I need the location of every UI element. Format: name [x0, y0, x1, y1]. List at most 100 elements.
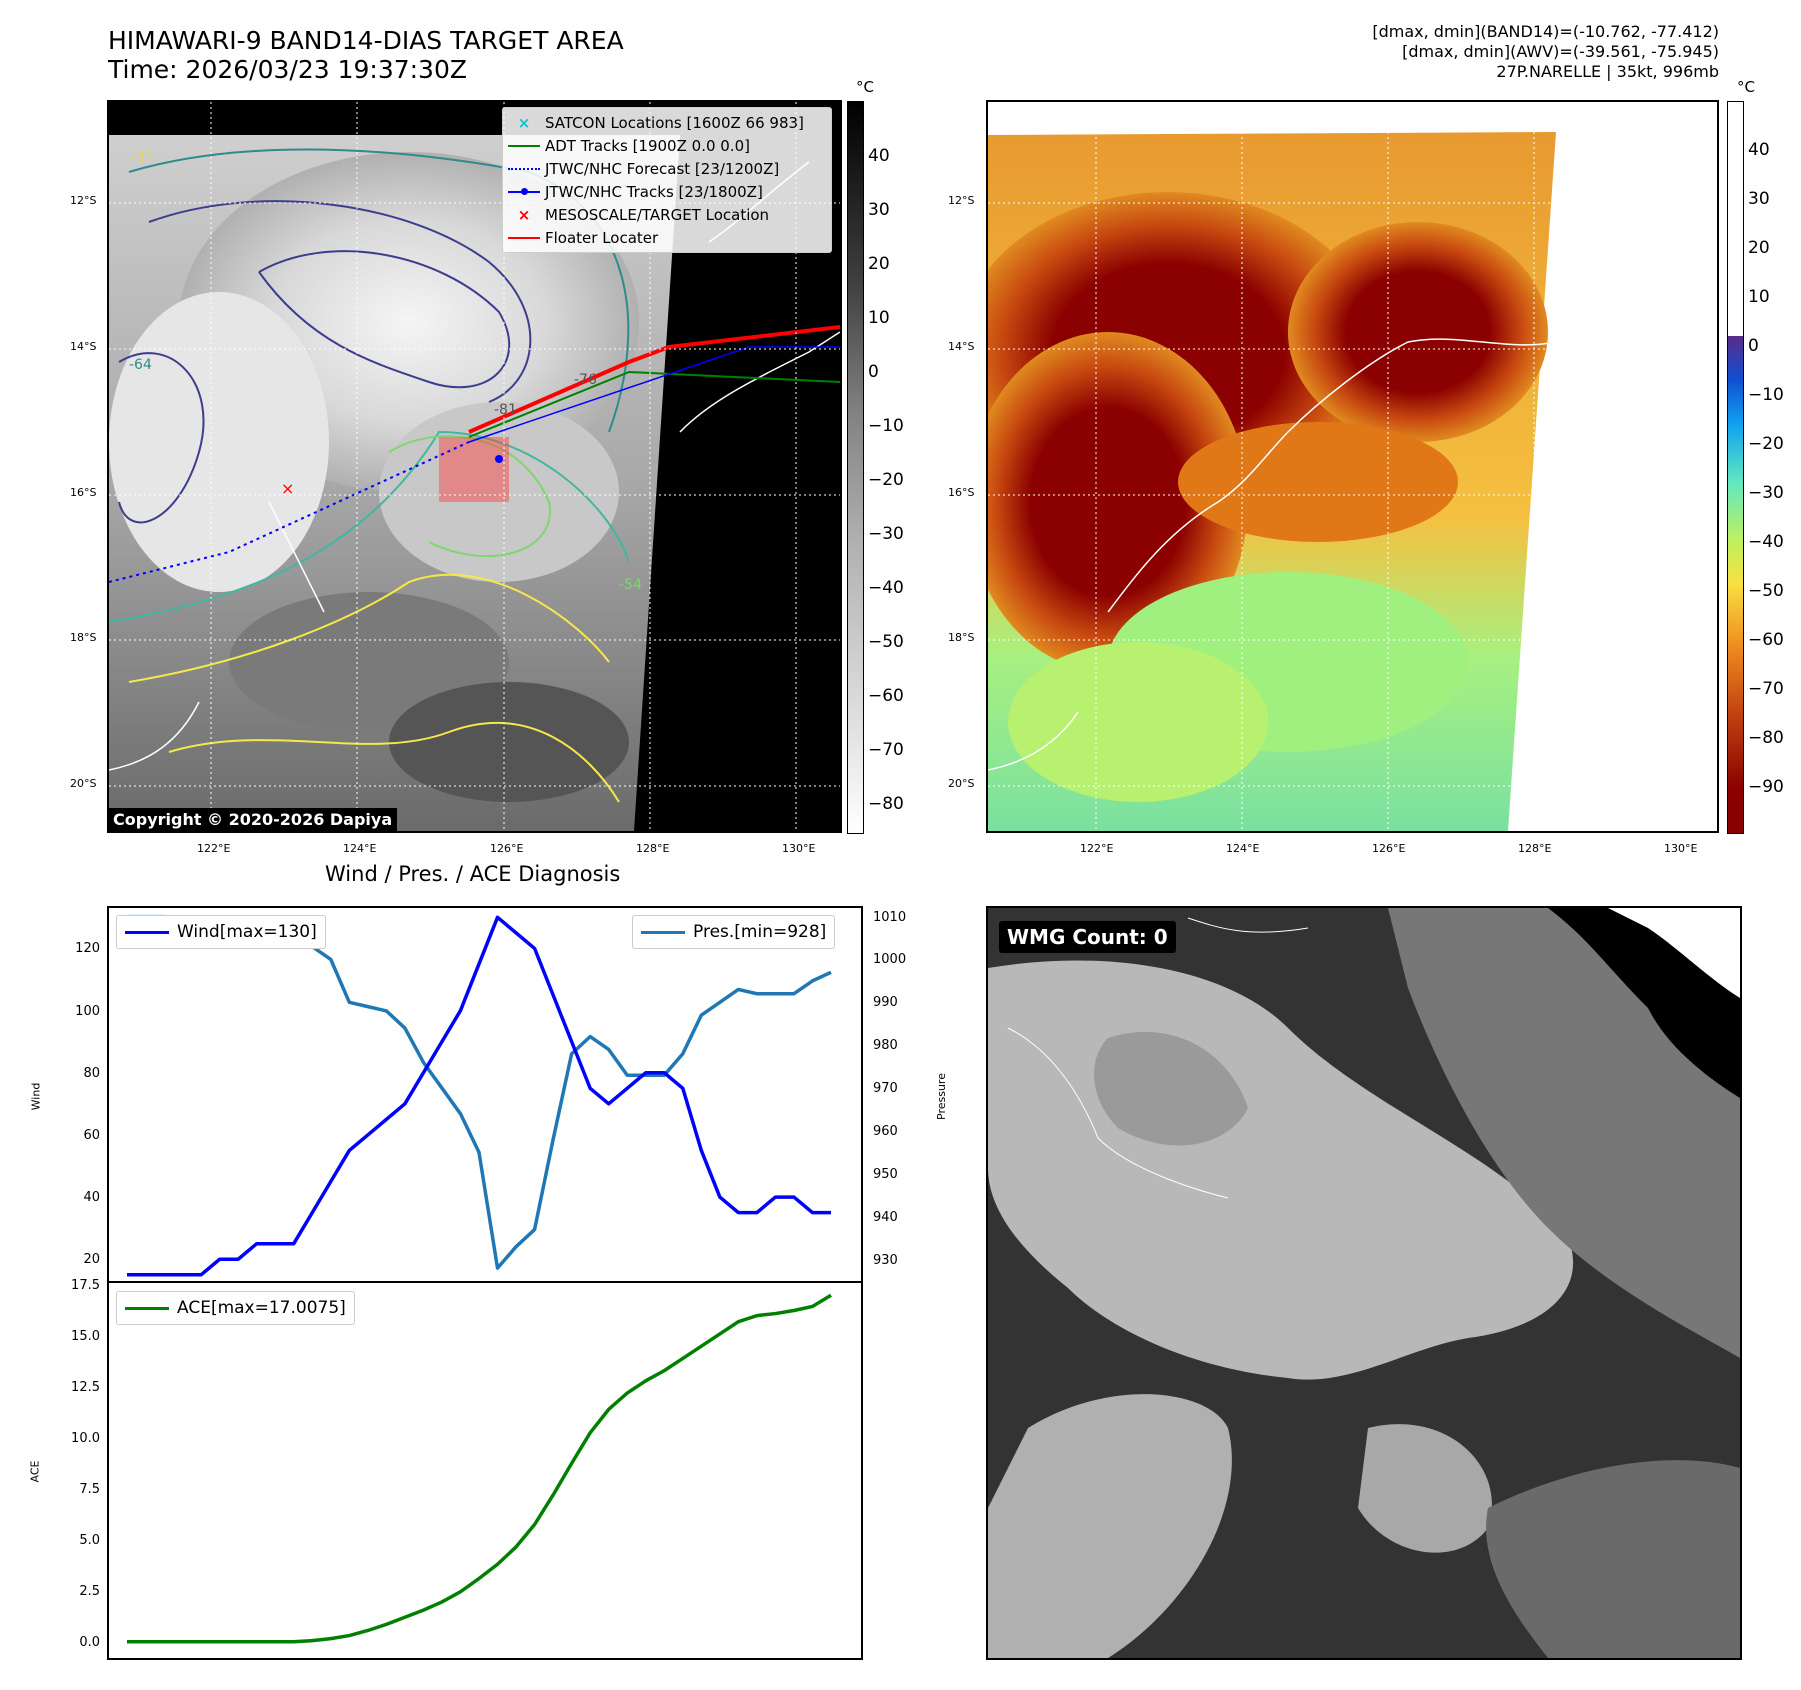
ace-legend: ACE[max=17.0075] [116, 1291, 355, 1325]
lon-tick: 128°E [636, 842, 670, 855]
lat-tick: 16°S [948, 486, 975, 499]
ace-line [127, 1293, 832, 1644]
wv-colorbar [1727, 101, 1744, 834]
wv-imagery [988, 102, 1717, 831]
line-icon [125, 1306, 169, 1310]
lon-tick: 124°E [343, 842, 377, 855]
y-tick-label: 990 [873, 995, 898, 1011]
y-tick-label: 20 [83, 1252, 100, 1268]
storm-info: 27P.NARELLE | 35kt, 996mb [1496, 62, 1719, 81]
ace-plot [127, 1293, 832, 1644]
line-dot-icon [503, 187, 545, 195]
diagnosis-title: Wind / Pres. / ACE Diagnosis [325, 862, 621, 886]
legend-label: Floater Locater [545, 228, 659, 247]
contour-label: -76 [574, 372, 597, 388]
legend-item: JTWC/NHC Tracks [23/1800Z] [503, 180, 831, 203]
cb-tick: −70 [868, 740, 904, 760]
legend-label: JTWC/NHC Forecast [23/1200Z] [545, 159, 780, 178]
cb-tick: −90 [1748, 777, 1784, 797]
cb-tick: 20 [868, 254, 890, 274]
title-line: HIMAWARI-9 BAND14-DIAS TARGET AREA [108, 26, 624, 55]
line-icon [125, 930, 169, 934]
lat-tick: 20°S [70, 777, 97, 790]
wv-colorbar-unit: °C [1737, 78, 1755, 96]
cb-tick: −80 [1748, 728, 1784, 748]
x-marker-icon: × [517, 205, 531, 224]
ace-axis-label: ACE [28, 1460, 42, 1483]
cb-tick: 10 [868, 308, 890, 328]
pressure-legend-label: Pres.[min=928] [693, 922, 827, 942]
ace-legend-label: ACE[max=17.0075] [177, 1298, 346, 1318]
cb-tick: 20 [1748, 238, 1770, 258]
contour-label: -31 [131, 150, 154, 166]
cb-tick: −20 [868, 470, 904, 490]
cb-tick: 30 [1748, 189, 1770, 209]
ir-colorbar-unit: °C [856, 78, 874, 96]
y-tick-label: 930 [873, 1252, 898, 1268]
wind-pressure-panel [107, 906, 863, 1283]
y-tick-label: 80 [83, 1065, 100, 1081]
lon-tick: 122°E [1080, 842, 1114, 855]
cb-tick: −20 [1748, 434, 1784, 454]
dotted-line-icon [503, 167, 545, 170]
ace-panel [107, 1281, 863, 1660]
y-tick-label: 60 [83, 1127, 100, 1143]
y-tick-label: 960 [873, 1123, 898, 1139]
cb-tick: −80 [868, 794, 904, 814]
stats-block: [dmax, dmin](BAND14)=(-10.762, -77.412) … [1372, 22, 1719, 82]
legend-item: JTWC/NHC Forecast [23/1200Z] [503, 157, 831, 180]
lon-tick: 128°E [1518, 842, 1552, 855]
cb-tick: 10 [1748, 287, 1770, 307]
lat-tick: 14°S [70, 340, 97, 353]
wind-legend: Wind[max=130] [116, 915, 326, 949]
legend-label: MESOSCALE/TARGET Location [545, 205, 770, 224]
lat-tick: 20°S [948, 777, 975, 790]
line-icon [503, 236, 545, 239]
wind-line [127, 915, 831, 1277]
legend-item: × SATCON Locations [1600Z 66 983] [503, 111, 831, 134]
lat-tick: 12°S [70, 194, 97, 207]
ir-colorbar [847, 101, 864, 834]
legend-item: × MESOSCALE/TARGET Location [503, 203, 831, 226]
y-tick-label: 940 [873, 1209, 898, 1225]
wind-legend-label: Wind[max=130] [177, 922, 317, 942]
cb-tick: −60 [1748, 630, 1784, 650]
wind-pressure-plot [127, 914, 832, 1277]
y-tick-label: 1010 [873, 909, 907, 925]
contour-label: -54 [619, 577, 642, 593]
line-icon [641, 930, 685, 934]
legend-item: ADT Tracks [1900Z 0.0 0.0] [503, 134, 831, 157]
lon-tick: 130°E [782, 842, 816, 855]
lon-tick: 130°E [1664, 842, 1698, 855]
y-tick-label: 120 [75, 941, 100, 957]
lat-tick: 16°S [70, 486, 97, 499]
cb-tick: 0 [868, 362, 879, 382]
y-tick-label: 1000 [873, 952, 907, 968]
y-tick-label: 12.5 [71, 1379, 100, 1395]
lat-tick: 18°S [948, 631, 975, 644]
lon-tick: 122°E [197, 842, 231, 855]
legend-label: SATCON Locations [1600Z 66 983] [545, 113, 804, 132]
satcon-marker: × [281, 479, 294, 498]
lat-tick: 18°S [70, 631, 97, 644]
wmg-imagery [988, 908, 1740, 1658]
y-tick-label: 7.5 [79, 1481, 100, 1497]
cb-tick: −60 [868, 686, 904, 706]
cb-tick: 40 [868, 146, 890, 166]
y-tick-label: 2.5 [79, 1583, 100, 1599]
cb-tick: −40 [1748, 532, 1784, 552]
wind-axis-label: Wind [29, 1082, 43, 1111]
legend-item: Floater Locater [503, 226, 831, 249]
cb-tick: −50 [1748, 581, 1784, 601]
jtwc-track-point [495, 455, 503, 463]
figure-title: HIMAWARI-9 BAND14-DIAS TARGET AREA Time: … [108, 26, 624, 84]
cb-tick: 30 [868, 200, 890, 220]
lat-tick: 14°S [948, 340, 975, 353]
time-line: Time: 2026/03/23 19:37:30Z [108, 55, 467, 84]
y-tick-label: 15.0 [71, 1328, 100, 1344]
lon-tick: 126°E [490, 842, 524, 855]
y-tick-label: 980 [873, 1038, 898, 1054]
ir-imagery: × [109, 102, 840, 831]
y-tick-label: 0.0 [79, 1634, 100, 1650]
y-tick-label: 950 [873, 1166, 898, 1182]
